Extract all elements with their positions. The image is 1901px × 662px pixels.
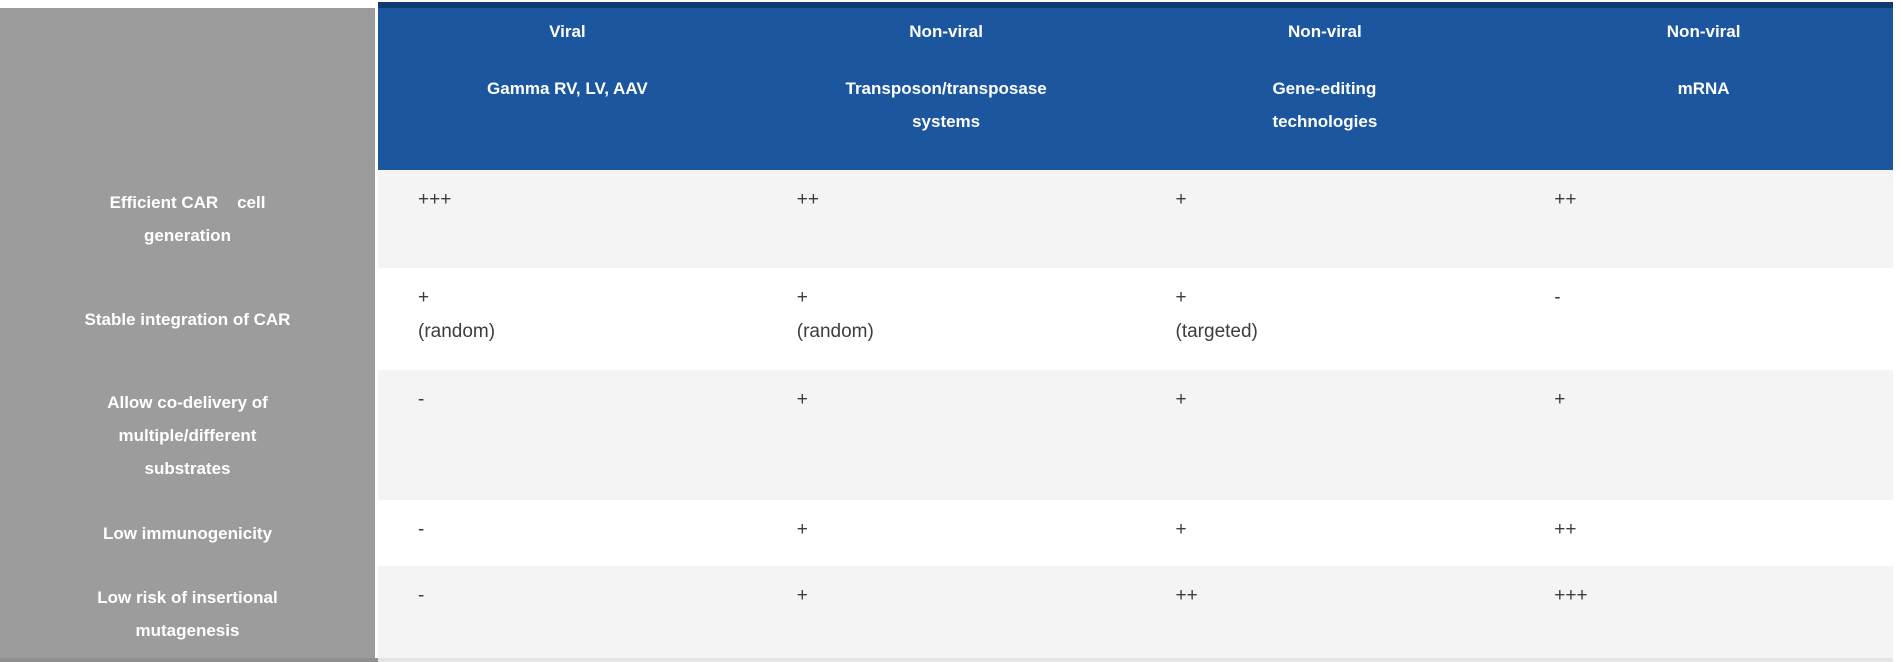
row-label-co-delivery: Allow co-delivery of multiple/different … (0, 370, 378, 500)
data-cell: + (targeted) (1135, 268, 1515, 370)
header-cell-transposon: Non-viral Transposon/transposase systems (756, 2, 1136, 170)
column-subtype: Gamma RV, LV, AAV (487, 79, 648, 98)
data-cell: - (378, 500, 757, 566)
data-cell: - (378, 566, 757, 662)
data-cell: + (1135, 370, 1515, 500)
data-cell: + (1135, 500, 1515, 566)
table-bottom-edge (0, 658, 1893, 662)
data-cell: + (756, 566, 1136, 662)
data-cell: + (1135, 170, 1515, 268)
data-cell: - (378, 370, 757, 500)
row-label-stable-integration: Stable integration of CAR (0, 268, 378, 370)
row-label-text: Efficient CAR cell generation (109, 193, 266, 245)
data-cell: - (1514, 268, 1893, 370)
column-category: Viral (549, 22, 586, 41)
data-cell: + (756, 500, 1136, 566)
data-cell: + (random) (756, 268, 1136, 370)
data-cell: + (1514, 370, 1893, 500)
row-label-text: Low risk of insertional mutagenesis (97, 588, 278, 640)
row-label-insertional-mutagenesis: Low risk of insertional mutagenesis (0, 566, 378, 662)
row-label-text: Stable integration of CAR (84, 309, 291, 329)
data-cell: ++ (1514, 500, 1893, 566)
header-cell-mrna: Non-viral mRNA (1514, 2, 1893, 170)
data-cell: ++ (756, 170, 1136, 268)
data-cell: + (random) (378, 268, 757, 370)
row-label-text: Low immunogenicity (102, 523, 273, 543)
column-category: Non-viral (1288, 22, 1362, 41)
data-cell: ++ (1135, 566, 1515, 662)
row-label-text: Allow co-delivery of multiple/different … (107, 392, 268, 478)
header-corner-cell (0, 2, 378, 170)
header-cell-gene-editing: Non-viral Gene-editing technologies (1135, 2, 1515, 170)
column-category: Non-viral (909, 22, 983, 41)
column-subtype: mRNA (1677, 79, 1730, 98)
data-cell: +++ (378, 170, 757, 268)
data-cell: +++ (1514, 566, 1893, 662)
row-label-low-immunogenicity: Low immunogenicity (0, 500, 378, 566)
column-category: Non-viral (1666, 22, 1741, 41)
column-subtype: Gene-editing technologies (1272, 79, 1378, 131)
data-cell: + (756, 370, 1136, 500)
column-subtype: Transposon/transposase systems (845, 79, 1047, 131)
data-cell: ++ (1514, 170, 1893, 268)
header-cell-viral: Viral Gamma RV, LV, AAV (378, 2, 757, 170)
row-label-efficient-car-cell-generation: Efficient CAR cell generation (0, 170, 378, 268)
